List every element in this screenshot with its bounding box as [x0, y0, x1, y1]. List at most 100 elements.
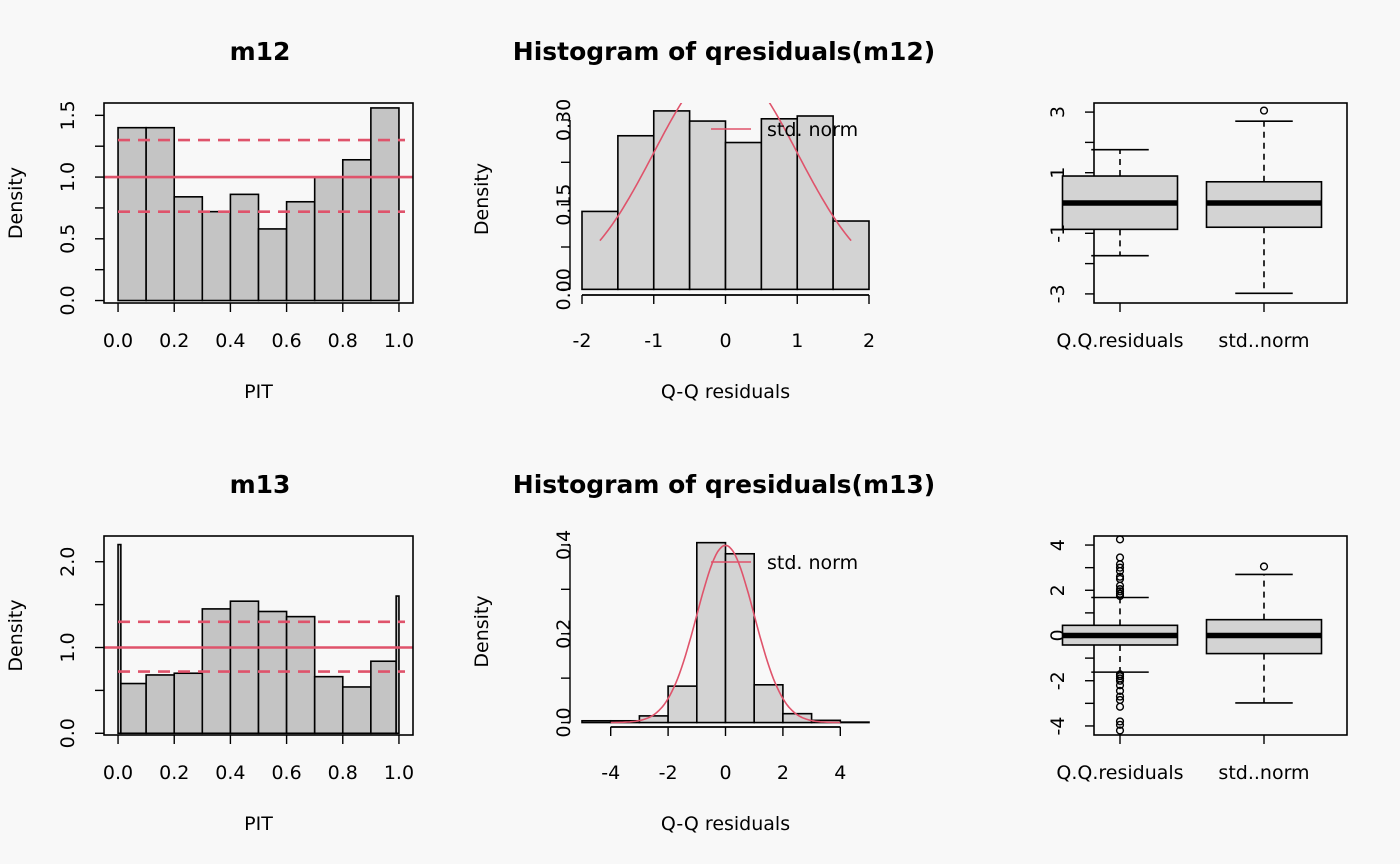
- outlier-point: [1115, 553, 1125, 562]
- x-tick-label: 0.8: [328, 330, 358, 352]
- outlier-point: [1115, 702, 1125, 711]
- outlier-point: [1115, 676, 1125, 685]
- outlier-point: [1115, 720, 1125, 729]
- histogram-bar: [313, 176, 344, 302]
- y-tick-label: 1: [1047, 167, 1069, 179]
- y-tick-label: 1.0: [57, 162, 79, 192]
- x-tick-label: Q.Q.residuals: [1056, 330, 1183, 352]
- histogram-bar: [667, 685, 698, 724]
- x-tick-label: 4: [834, 762, 846, 784]
- boxplot-0: [1061, 148, 1179, 257]
- histogram-bar: [117, 543, 122, 735]
- y-tick-label: 0: [1047, 629, 1069, 641]
- y-tick-label: 0.2: [553, 619, 575, 649]
- hist-m13-panel: std. norm -4 -2 0 2 4 0.0 0.2 0.4 Histogram of qr…: [471, 470, 935, 835]
- y-tick-label: 0.30: [553, 99, 575, 141]
- y-tick-label: 0.00: [553, 268, 575, 310]
- y-tick-label: 0.0: [57, 285, 79, 315]
- boxplot-1: [1205, 562, 1323, 704]
- outlier-point: [1115, 717, 1125, 726]
- histogram-bar: [341, 686, 372, 735]
- histogram-bar: [832, 220, 870, 291]
- outlier-point: [1115, 692, 1125, 701]
- histogram-bar: [796, 115, 834, 291]
- y-tick-label: 0.5: [57, 224, 79, 254]
- outlier-point: [1259, 562, 1269, 571]
- outlier-point: [1115, 572, 1125, 581]
- y-tick-label: 4: [1047, 539, 1069, 551]
- y-tick-label: 1.5: [57, 100, 79, 130]
- outlier-point: [1115, 681, 1125, 690]
- x-tick-label: 0.0: [103, 762, 133, 784]
- histogram-bar: [695, 541, 727, 724]
- y-tick-label: 1.0: [57, 632, 79, 662]
- histogram-bar: [370, 660, 397, 735]
- hist-m12-panel: std. norm -2 -1 0 1 2 0.00 0.15 0.30 Histogram of…: [471, 37, 935, 403]
- x-tick-label: 0.2: [159, 330, 189, 352]
- histogram-bar: [229, 193, 260, 302]
- x-tick-label: 0: [719, 762, 731, 784]
- chart-title: m13: [230, 470, 291, 499]
- x-axis-label: PIT: [244, 381, 273, 403]
- histogram-bar: [173, 196, 204, 302]
- box-m12-panel: Q.Q.residuals std..norm -3 -1 1 3: [1047, 102, 1348, 352]
- histogram-bar: [257, 228, 288, 302]
- y-tick-label: 0.4: [553, 530, 575, 560]
- box-m13-panel: Q.Q.residuals std..norm -4 -2 0 2 4: [1047, 535, 1348, 784]
- x-tick-label: 0: [719, 330, 731, 352]
- histogram-bar: [341, 158, 372, 302]
- outlier-point: [1259, 106, 1269, 115]
- histogram-bar: [581, 719, 612, 724]
- x-tick-label: 0.0: [103, 330, 133, 352]
- histogram-bar: [120, 682, 147, 735]
- x-tick-label: -2: [659, 762, 678, 784]
- x-tick-label: -4: [601, 762, 620, 784]
- histogram-bar: [617, 134, 655, 291]
- x-tick-label: 1.0: [384, 762, 414, 784]
- histogram-bar: [201, 210, 232, 302]
- x-tick-label: 2: [863, 330, 875, 352]
- y-tick-label: 2.0: [57, 547, 79, 577]
- histogram-bar: [760, 118, 799, 291]
- y-axis-label: Density: [471, 595, 493, 667]
- histogram-bar: [782, 712, 813, 724]
- histogram-bar: [370, 107, 400, 302]
- x-tick-label: 2: [777, 762, 789, 784]
- y-tick-label: 0.0: [57, 718, 79, 748]
- outlier-point: [1115, 585, 1125, 594]
- y-tick-label: -1: [1047, 224, 1069, 243]
- legend-label: std. norm: [767, 119, 858, 141]
- x-axis-label: PIT: [244, 813, 273, 835]
- histogram-bar: [724, 552, 756, 724]
- pit-m13-panel: 0.0 0.2 0.4 0.6 0.8 1.0 0.0 1.0 2.0 m13 PIT Density: [5, 470, 414, 835]
- y-tick-label: -2: [1047, 671, 1069, 690]
- histogram-bar: [395, 595, 400, 735]
- histogram-bar: [285, 200, 316, 302]
- y-axis-label: Density: [471, 163, 493, 235]
- x-tick-label: 1: [791, 330, 803, 352]
- legend-label: std. norm: [767, 552, 858, 574]
- histogram-bar: [688, 120, 727, 291]
- histogram-bar: [724, 141, 763, 291]
- y-axis-label: Density: [5, 599, 27, 671]
- normal-density-curve: [599, 103, 852, 242]
- x-axis-label: Q-Q residuals: [661, 813, 790, 835]
- chart-title: Histogram of qresiduals(m13): [513, 470, 935, 499]
- histogram-bar: [145, 126, 176, 302]
- y-tick-label: 2: [1047, 584, 1069, 596]
- chart-title: Histogram of qresiduals(m12): [513, 37, 935, 66]
- x-tick-label: 0.4: [215, 762, 245, 784]
- x-tick-label: 0.2: [159, 762, 189, 784]
- histogram-bar: [117, 126, 147, 302]
- y-tick-label: 0.15: [553, 183, 575, 225]
- y-tick-label: -3: [1047, 284, 1069, 303]
- histogram-bar: [313, 675, 344, 735]
- x-tick-label: 0.4: [215, 330, 245, 352]
- x-tick-label: std..norm: [1218, 330, 1309, 352]
- outlier-point: [1115, 563, 1125, 572]
- boxplot-0: [1061, 535, 1179, 735]
- histogram-bar: [285, 615, 316, 735]
- x-tick-label: -2: [573, 330, 592, 352]
- x-tick-label: 1.0: [384, 330, 414, 352]
